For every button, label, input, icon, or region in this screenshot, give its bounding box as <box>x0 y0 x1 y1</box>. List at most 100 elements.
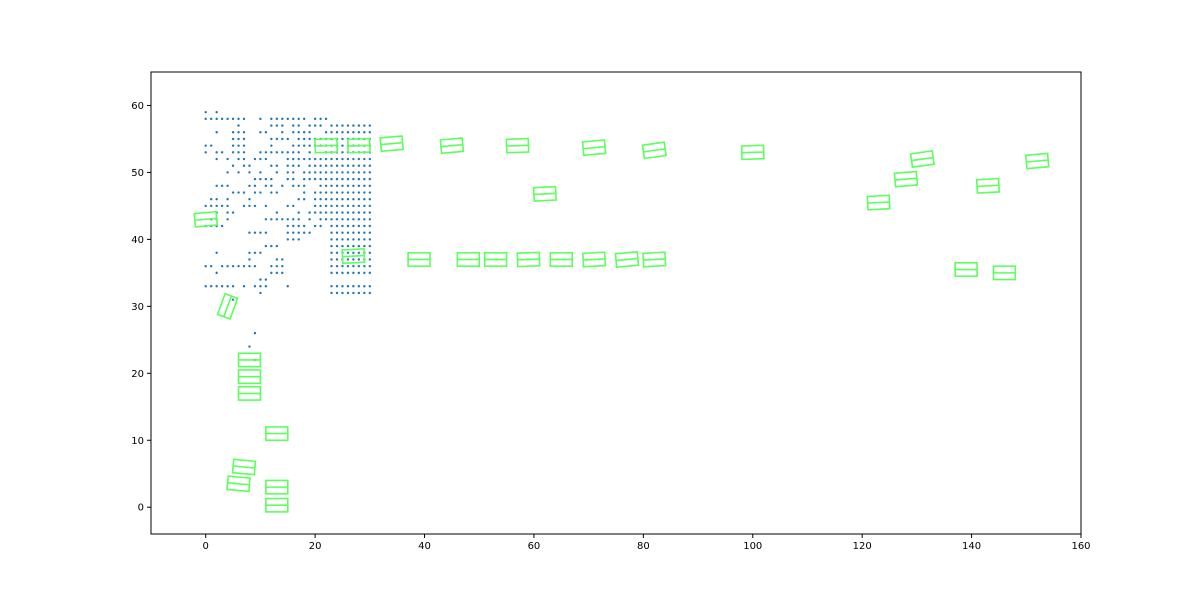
data-point <box>341 191 344 194</box>
data-point <box>253 184 257 188</box>
data-point <box>357 164 361 167</box>
data-point <box>302 157 306 161</box>
box-heading-line <box>643 258 666 261</box>
data-point <box>275 117 279 121</box>
data-point <box>313 198 317 201</box>
data-point <box>286 151 289 154</box>
data-point <box>363 291 366 295</box>
data-point <box>204 264 207 268</box>
data-point <box>352 171 355 174</box>
data-point <box>330 271 333 275</box>
data-point <box>226 117 229 121</box>
bounding-box <box>237 352 262 368</box>
data-point <box>226 218 229 221</box>
data-point <box>319 157 322 161</box>
data-point <box>324 131 328 134</box>
data-point <box>242 164 246 167</box>
data-point <box>209 198 213 201</box>
data-point <box>313 117 317 121</box>
data-point <box>302 231 306 234</box>
box-heading-line <box>894 177 917 181</box>
y-tick-label: 60 <box>131 101 144 112</box>
data-point <box>363 238 366 241</box>
data-point <box>248 345 251 348</box>
data-point <box>286 177 289 181</box>
data-point <box>286 157 289 161</box>
data-point <box>363 231 366 234</box>
data-point <box>292 157 295 161</box>
data-point <box>357 271 361 275</box>
data-point <box>352 211 355 214</box>
data-point <box>264 131 268 134</box>
data-point <box>330 291 333 295</box>
data-point <box>352 251 355 254</box>
data-point <box>220 184 224 188</box>
bounding-box <box>614 250 640 268</box>
data-point <box>253 251 257 254</box>
data-point <box>330 124 333 127</box>
data-point <box>352 164 355 167</box>
data-point <box>248 251 251 254</box>
data-point <box>346 271 350 275</box>
data-point <box>302 171 306 174</box>
bounding-box <box>265 426 289 442</box>
data-point <box>292 151 295 154</box>
data-point <box>308 131 311 134</box>
data-point <box>346 244 350 248</box>
data-point <box>231 191 235 194</box>
data-point <box>335 157 339 161</box>
data-point <box>270 177 273 181</box>
data-point <box>330 251 333 254</box>
data-point <box>368 177 372 181</box>
data-point <box>242 204 246 208</box>
data-point <box>368 271 372 275</box>
data-point <box>248 171 251 174</box>
data-point <box>302 144 306 147</box>
bounding-box <box>909 149 936 169</box>
data-point <box>324 164 328 167</box>
data-point <box>324 218 328 221</box>
data-point <box>297 124 300 127</box>
data-point <box>341 171 344 174</box>
data-point <box>346 258 350 261</box>
data-point <box>368 211 372 214</box>
data-point <box>242 131 246 134</box>
data-point <box>330 131 333 134</box>
data-point <box>357 224 361 228</box>
data-point <box>357 251 361 254</box>
data-point <box>368 131 372 134</box>
data-point <box>368 285 372 288</box>
data-point <box>292 204 295 208</box>
data-point <box>308 177 311 181</box>
data-point <box>215 131 218 134</box>
data-point <box>242 151 246 154</box>
data-point <box>330 258 333 261</box>
data-point <box>286 171 289 174</box>
data-point <box>330 231 333 234</box>
data-point <box>368 251 372 254</box>
data-point <box>292 224 295 228</box>
data-point <box>215 204 218 208</box>
data-point <box>368 124 372 127</box>
data-point <box>313 211 317 214</box>
data-point <box>352 291 355 295</box>
data-point <box>259 117 262 121</box>
data-point <box>335 231 339 234</box>
points-layer <box>204 110 372 362</box>
data-point <box>270 218 273 221</box>
data-point <box>346 124 350 127</box>
data-point <box>231 264 235 268</box>
data-point <box>346 171 350 174</box>
y-tick-label: 20 <box>131 369 144 380</box>
data-point <box>204 110 207 114</box>
data-point <box>231 164 235 167</box>
data-point <box>335 204 339 208</box>
data-point <box>253 285 257 288</box>
data-point <box>352 271 355 275</box>
data-point <box>248 164 251 167</box>
bounding-box <box>379 135 405 153</box>
data-point <box>346 231 350 234</box>
data-point <box>341 218 344 221</box>
data-point <box>308 231 311 234</box>
